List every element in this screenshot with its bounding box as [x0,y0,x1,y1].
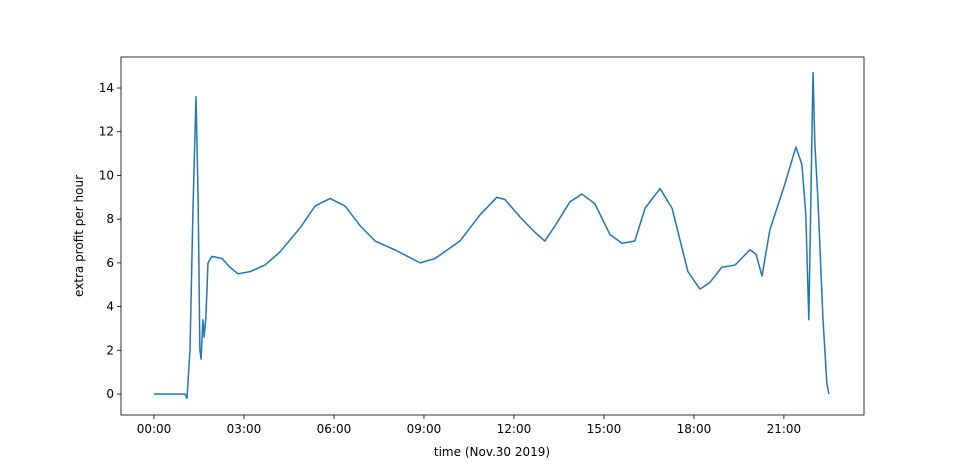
y-tick-label: 2 [106,343,114,357]
x-tick-label: 00:00 [137,422,172,436]
x-tick-label: 15:00 [587,422,622,436]
data-line [154,71,830,400]
x-tick-label: 03:00 [227,422,262,436]
x-tick-label: 12:00 [497,422,532,436]
y-tick-label: 12 [99,125,114,139]
y-tick-label: 6 [106,256,114,270]
x-axis-label: time (Nov.30 2019) [434,445,550,459]
x-tick-label: 21:00 [767,422,802,436]
y-tick-label: 0 [106,387,114,401]
y-tick-label: 4 [106,300,114,314]
x-tick-label: 18:00 [677,422,712,436]
x-tick-label: 06:00 [317,422,352,436]
y-tick-label: 8 [106,212,114,226]
x-tick-label: 09:00 [407,422,442,436]
plot-frame [120,56,865,416]
y-axis-label: extra profit per hour [72,175,86,297]
y-tick-label: 10 [99,168,114,182]
y-tick-label: 14 [99,81,114,95]
